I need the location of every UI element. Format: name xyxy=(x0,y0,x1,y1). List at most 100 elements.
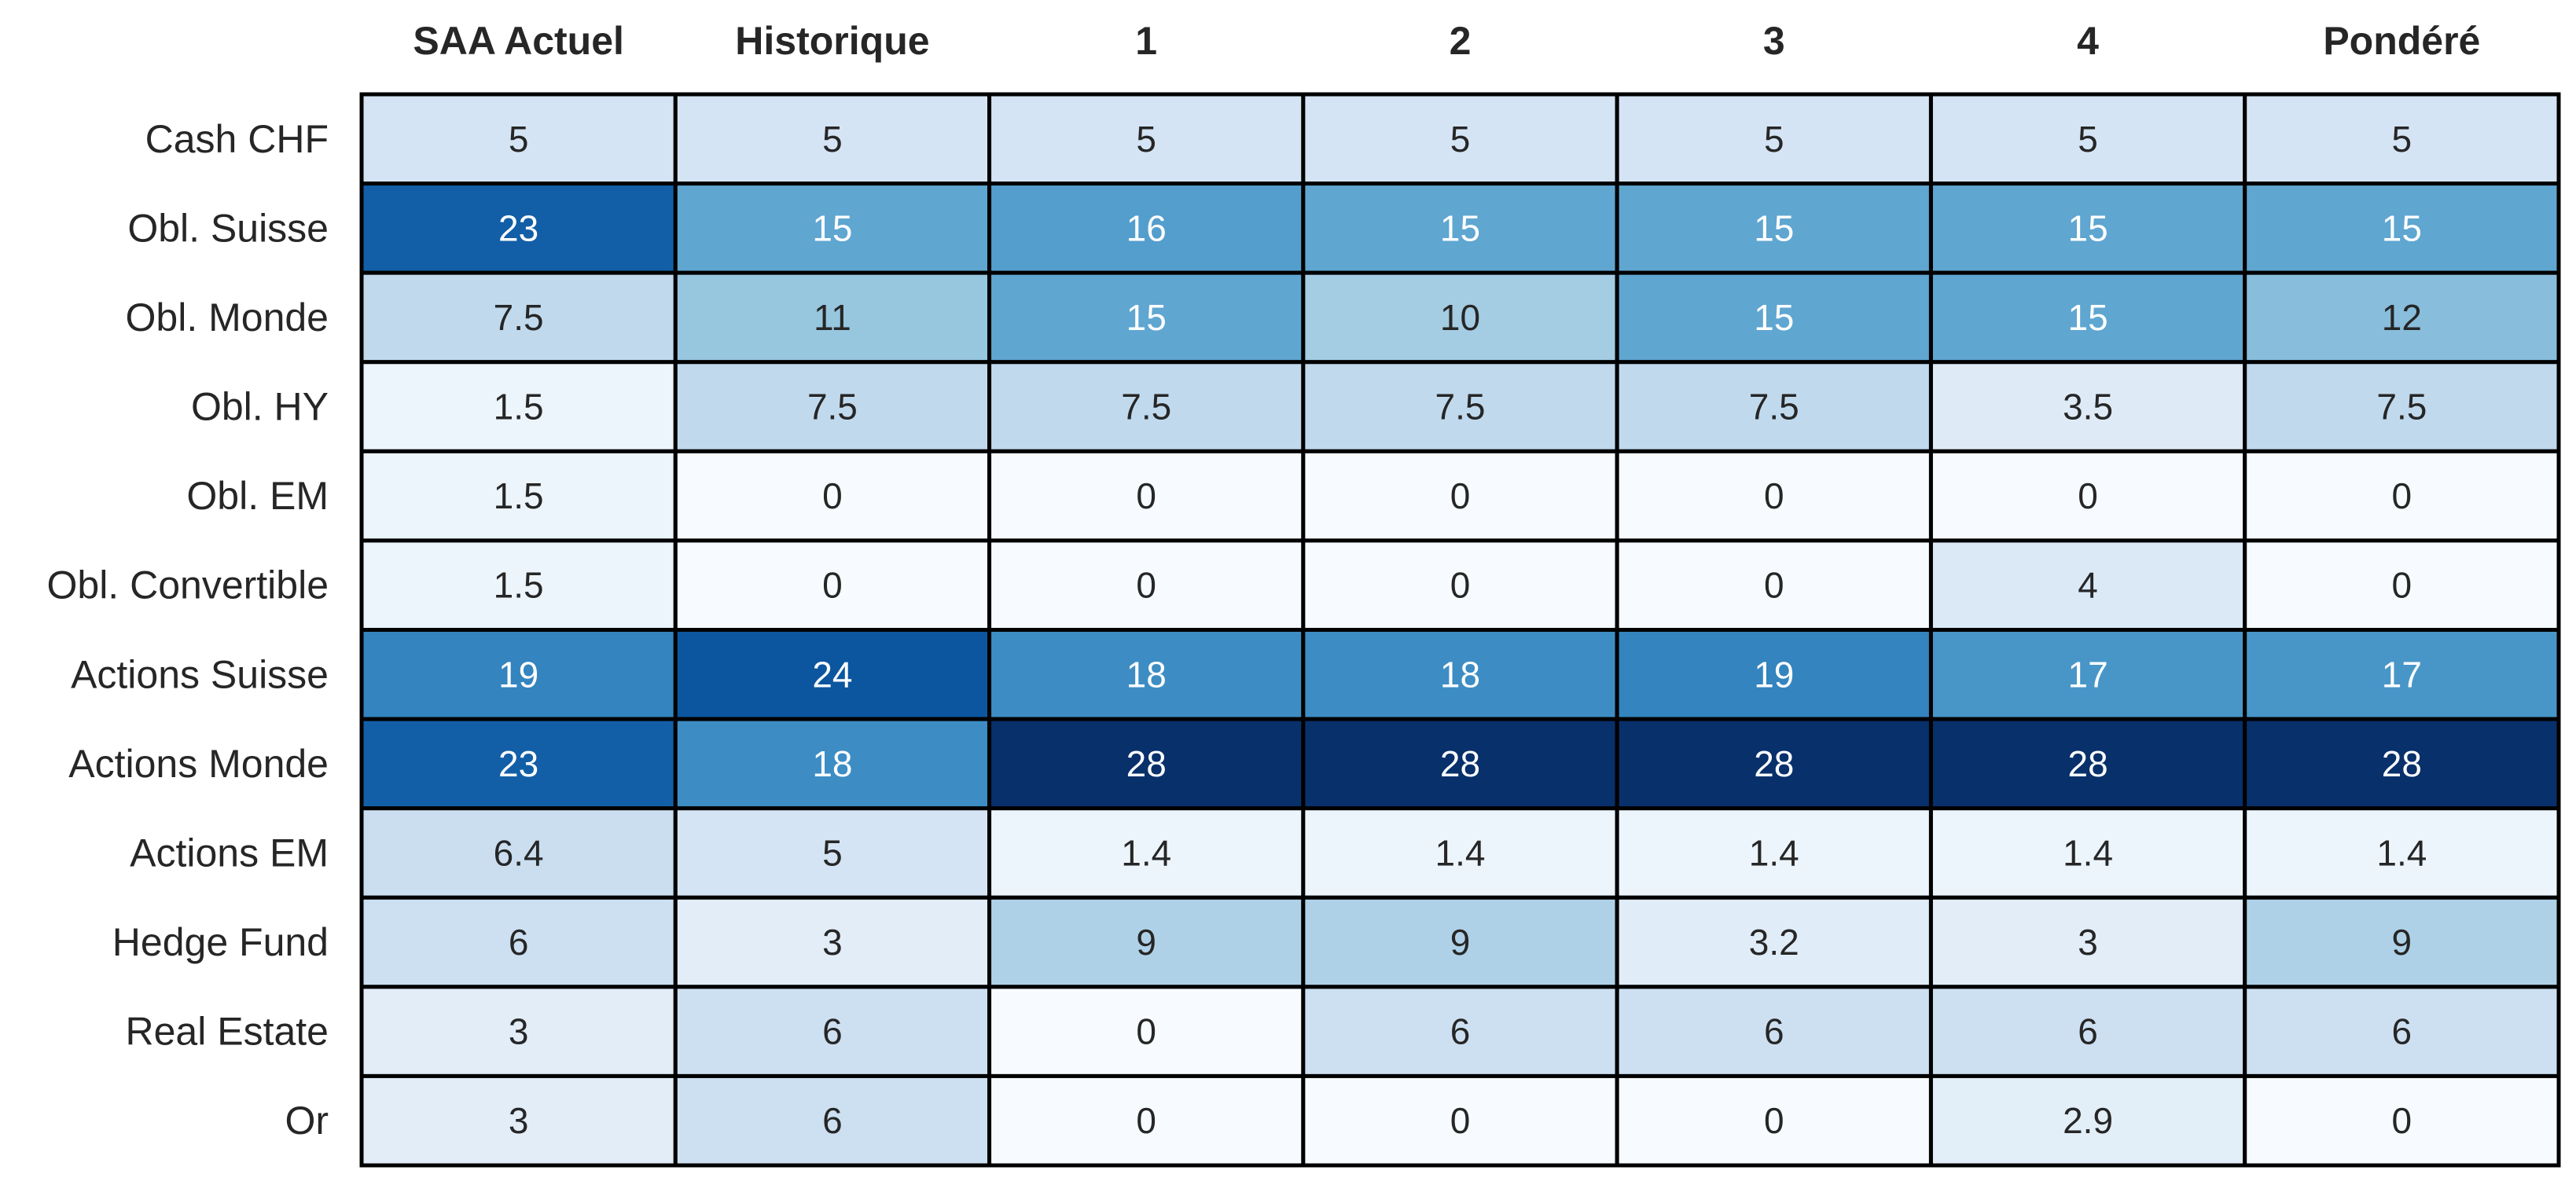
cell-value-label: 17 xyxy=(2382,654,2422,695)
cell-value-label: 0 xyxy=(1764,1100,1784,1141)
row-labels: Cash CHF Obl. Suisse Obl. Monde Obl. HY Obl.… xyxy=(47,117,329,1143)
cell-value-label: 9 xyxy=(2392,922,2412,963)
row-label: Real Estate xyxy=(126,1010,329,1054)
heatmap-cell xyxy=(987,270,1306,365)
cell-value-label: 5 xyxy=(2078,119,2098,160)
row-label: Hedge Fund xyxy=(112,920,329,964)
heatmap-cell xyxy=(2243,538,2561,633)
cell-value-label: 17 xyxy=(2067,654,2107,695)
heatmap-cell xyxy=(359,538,678,633)
heatmap-cell xyxy=(1301,1073,1619,1168)
heatmap-cell xyxy=(359,182,678,275)
cell-value-label: 1.4 xyxy=(1435,832,1486,873)
cell-value-label: 0 xyxy=(822,475,843,516)
cell-value-label: 0 xyxy=(1136,475,1156,516)
row-label: Actions Suisse xyxy=(71,652,329,696)
cell-value-label: 24 xyxy=(812,654,852,695)
column-label: 2 xyxy=(1450,19,1472,63)
cell-value-label: 0 xyxy=(2078,475,2098,516)
cell-value-label: 18 xyxy=(1440,654,1480,695)
heatmap-cell xyxy=(987,806,1306,900)
cell-value-label: 15 xyxy=(1440,207,1480,248)
heatmap-cell xyxy=(673,270,992,365)
cell-value-label: 12 xyxy=(2382,297,2422,338)
heatmap-cell xyxy=(1928,270,2247,365)
heatmap-cell xyxy=(2243,717,2561,811)
cell-value-label: 5 xyxy=(509,119,529,160)
heatmap-cell xyxy=(359,717,678,811)
cell-value-label: 3 xyxy=(822,922,843,963)
cell-value-label: 15 xyxy=(2067,207,2107,248)
cell-value-label: 0 xyxy=(1136,565,1156,606)
cell-value-label: 7.5 xyxy=(807,387,858,427)
cell-value-label: 6 xyxy=(2078,1011,2098,1052)
heatmap-cell xyxy=(1615,1073,1933,1168)
row-label: Actions EM xyxy=(130,831,329,875)
heatmap-cell xyxy=(1615,717,1933,811)
cell-value-label: 0 xyxy=(1450,475,1471,516)
heatmap-cells: 5 5 5 5 5 5 5 23 15 16 15 15 15 15 7.5 11 15 10 15 15 12 1.5 7… xyxy=(359,92,2561,1168)
cell-value-label: 1.5 xyxy=(494,387,544,427)
cell-value-label: 7.5 xyxy=(494,297,544,338)
heatmap-cell xyxy=(1301,628,1619,721)
heatmap-cell xyxy=(987,985,1306,1078)
cell-value-label: 7.5 xyxy=(1121,387,1171,427)
cell-value-label: 28 xyxy=(2067,743,2107,784)
cell-value-label: 0 xyxy=(1136,1100,1156,1141)
heatmap-cell xyxy=(359,895,678,989)
heatmap-cell xyxy=(2243,985,2561,1078)
cell-value-label: 11 xyxy=(814,297,851,338)
heatmap-cell xyxy=(1301,985,1619,1078)
cell-value-label: 28 xyxy=(1754,743,1794,784)
row-label: Cash CHF xyxy=(145,117,329,161)
heatmap-cell xyxy=(1615,270,1933,365)
column-label: 1 xyxy=(1135,19,1157,63)
heatmap-cell xyxy=(359,360,678,453)
cell-value-label: 28 xyxy=(2382,743,2422,784)
cell-value-label: 1.5 xyxy=(494,565,544,606)
heatmap-cell xyxy=(987,895,1306,989)
cell-value-label: 5 xyxy=(1764,119,1784,160)
cell-value-label: 9 xyxy=(1450,922,1471,963)
heatmap-cell xyxy=(673,985,992,1078)
heatmap-cell xyxy=(1615,895,1933,989)
row-label: Or xyxy=(285,1099,329,1143)
cell-value-label: 7.5 xyxy=(1435,387,1486,427)
heatmap-cell xyxy=(1301,717,1619,811)
heatmap-cell xyxy=(2243,270,2561,365)
cell-value-label: 2.9 xyxy=(2063,1100,2113,1141)
cell-value-label: 7.5 xyxy=(1749,387,1799,427)
cell-value-label: 28 xyxy=(1440,743,1480,784)
cell-value-label: 5 xyxy=(822,832,843,873)
cell-value-label: 28 xyxy=(1126,743,1167,784)
column-labels: SAA Actuel Historique 1 2 3 4 Pondéré xyxy=(413,19,2480,63)
cell-value-label: 3.2 xyxy=(1749,922,1799,963)
cell-value-label: 19 xyxy=(1754,654,1794,695)
heatmap-cell xyxy=(673,717,992,811)
cell-value-label: 0 xyxy=(1764,565,1784,606)
column-label: Pondéré xyxy=(2323,19,2480,63)
cell-value-label: 6 xyxy=(822,1011,843,1052)
heatmap-cell xyxy=(2243,182,2561,275)
cell-value-label: 9 xyxy=(1136,922,1156,963)
heatmap-cell xyxy=(2243,628,2561,721)
cell-value-label: 15 xyxy=(812,207,852,248)
heatmap-cell xyxy=(1301,270,1619,365)
heatmap-cell xyxy=(2243,360,2561,453)
heatmap-cell xyxy=(673,360,992,453)
cell-value-label: 0 xyxy=(1764,475,1784,516)
cell-value-label: 7.5 xyxy=(2376,387,2427,427)
column-label: SAA Actuel xyxy=(413,19,624,63)
row-label: Obl. Convertible xyxy=(47,563,329,607)
cell-value-label: 18 xyxy=(812,743,852,784)
cell-value-label: 0 xyxy=(1450,1100,1471,1141)
cell-value-label: 15 xyxy=(1754,297,1794,338)
heatmap-cell xyxy=(987,182,1306,275)
cell-value-label: 5 xyxy=(1136,119,1156,160)
cell-value-label: 0 xyxy=(1450,565,1471,606)
heatmap-cell xyxy=(673,1073,992,1168)
row-label: Actions Monde xyxy=(68,742,329,786)
heatmap-cell xyxy=(673,92,992,186)
cell-value-label: 0 xyxy=(822,565,843,606)
